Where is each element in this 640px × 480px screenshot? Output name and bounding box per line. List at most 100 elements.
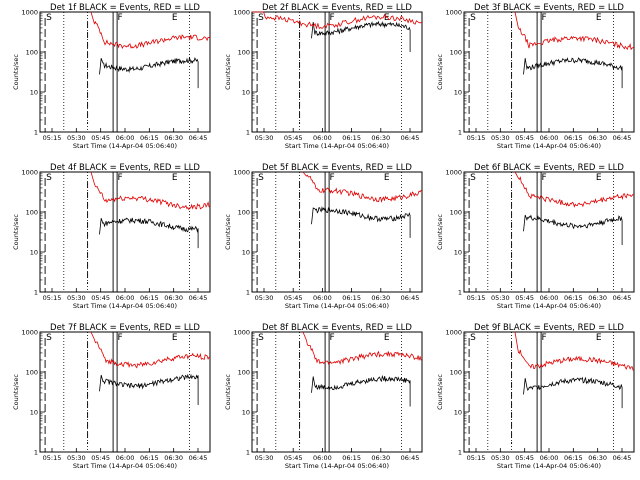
marker-label-f: F: [330, 333, 335, 343]
marker-label-e: E: [384, 173, 390, 183]
x-tick-label: 06:30: [371, 294, 390, 302]
series-line-events: [311, 20, 411, 52]
x-tick-label: 06:45: [613, 454, 632, 462]
x-tick-label: 06:45: [401, 454, 420, 462]
series-line-events: [99, 217, 199, 249]
marker-label-s: S: [258, 173, 264, 183]
marker-label-e: E: [596, 13, 602, 23]
y-tick-label: 10: [242, 249, 250, 257]
y-axis-label: Counts/sec: [224, 374, 232, 410]
y-tick-label: 1000: [21, 169, 38, 177]
x-tick-label: 06:45: [613, 294, 632, 302]
marker-label-e: E: [172, 13, 178, 23]
series-line-lld: [302, 331, 423, 366]
x-tick-label: 05:30: [255, 454, 274, 462]
x-tick-label: 06:45: [401, 294, 420, 302]
detector-panel-9: Det 9f BLACK = Events, RED = LLD 1 10 100 10…: [436, 323, 635, 470]
x-tick-label: 05:45: [284, 294, 303, 302]
y-tick-label: 1000: [21, 9, 38, 17]
y-axis-label: Counts/sec: [12, 374, 20, 410]
y-tick-label: 100: [450, 369, 462, 377]
panel-title: Det 6f BLACK = Events, RED = LLD: [474, 163, 624, 173]
x-tick-label: 06:15: [564, 134, 583, 142]
x-tick-label: 05:30: [491, 134, 510, 142]
plot-frame: [463, 331, 635, 453]
panel-title: Det 3f BLACK = Events, RED = LLD: [474, 3, 624, 13]
y-tick-label: 100: [238, 369, 250, 377]
series-line-events: [523, 214, 623, 245]
marker-label-f: F: [542, 13, 547, 23]
x-tick-label: 06:15: [564, 294, 583, 302]
flare-window-box: [112, 171, 118, 293]
marker-label-f: F: [118, 13, 123, 23]
plot-frame: [39, 171, 211, 293]
x-tick-label: 05:15: [43, 294, 62, 302]
y-tick-label: 1000: [233, 9, 250, 17]
x-tick-label: 05:30: [491, 294, 510, 302]
x-tick-label: 06:00: [116, 134, 135, 142]
y-axis-label: Counts/sec: [224, 214, 232, 250]
series-line-lld: [252, 11, 423, 30]
panel-title: Det 2f BLACK = Events, RED = LLD: [262, 3, 412, 13]
x-axis-label: Start Time (14-Apr-04 05:06:40): [285, 302, 389, 310]
marker-label-e: E: [384, 13, 390, 23]
y-axis-label: Counts/sec: [224, 54, 232, 90]
y-tick-label: 1: [458, 289, 462, 297]
x-tick-label: 06:00: [540, 134, 559, 142]
series-line-lld: [514, 11, 635, 51]
x-tick-label: 06:45: [189, 454, 208, 462]
y-tick-label: 10: [454, 249, 462, 257]
marker-label-s: S: [258, 333, 264, 343]
y-tick-label: 1: [34, 129, 38, 137]
marker-label-s: S: [46, 333, 52, 343]
x-tick-label: 05:15: [43, 134, 62, 142]
x-tick-label: 06:15: [140, 294, 159, 302]
flare-window-box: [112, 11, 118, 133]
x-tick-label: 05:30: [491, 454, 510, 462]
detector-panel-8: Det 8f BLACK = Events, RED = LLD 1 10 100 10…: [224, 323, 423, 470]
x-tick-label: 06:15: [342, 454, 361, 462]
y-tick-label: 100: [26, 209, 38, 217]
marker-label-f: F: [542, 333, 547, 343]
panel-title: Det 9f BLACK = Events, RED = LLD: [474, 323, 624, 333]
panel-title: Det 4f BLACK = Events, RED = LLD: [50, 163, 200, 173]
detector-panel-6: Det 6f BLACK = Events, RED = LLD 1 10 100 10…: [436, 163, 635, 310]
x-tick-label: 05:30: [67, 134, 86, 142]
x-axis-label: Start Time (14-Apr-04 05:06:40): [285, 462, 389, 470]
x-tick-label: 06:30: [164, 294, 183, 302]
plot-frame: [251, 331, 423, 453]
marker-label-s: S: [46, 13, 52, 23]
y-axis-label: Counts/sec: [12, 214, 20, 250]
y-axis-label: Counts/sec: [12, 54, 20, 90]
x-axis-label: Start Time (14-Apr-04 05:06:40): [497, 462, 601, 470]
x-tick-label: 05:45: [91, 454, 110, 462]
plot-frame: [39, 11, 211, 133]
plot-frame: [251, 11, 423, 133]
series-line-events: [523, 57, 623, 89]
x-tick-label: 06:00: [116, 294, 135, 302]
series-line-events: [99, 56, 199, 89]
x-tick-label: 06:30: [164, 134, 183, 142]
x-axis-label: Start Time (14-Apr-04 05:06:40): [497, 142, 601, 150]
marker-label-e: E: [172, 173, 178, 183]
series-line-lld: [90, 331, 210, 369]
x-tick-label: 05:45: [515, 134, 534, 142]
y-tick-label: 100: [238, 49, 250, 57]
panel-title: Det 7f BLACK = Events, RED = LLD: [50, 323, 200, 333]
y-tick-label: 10: [242, 89, 250, 97]
y-tick-label: 10: [454, 409, 462, 417]
x-tick-label: 06:00: [116, 454, 135, 462]
x-tick-label: 06:45: [613, 134, 632, 142]
x-tick-label: 06:15: [564, 454, 583, 462]
y-tick-label: 1: [246, 129, 250, 137]
y-tick-label: 100: [238, 209, 250, 217]
x-tick-label: 06:00: [540, 454, 559, 462]
y-tick-label: 10: [30, 409, 38, 417]
flare-window-box: [112, 331, 118, 453]
x-tick-label: 06:30: [588, 454, 607, 462]
x-tick-label: 05:30: [67, 294, 86, 302]
detector-panel-1: Det 1f BLACK = Events, RED = LLD 1 10 100 10…: [12, 3, 211, 150]
plot-frame: [39, 331, 211, 453]
y-tick-label: 1000: [445, 9, 462, 17]
